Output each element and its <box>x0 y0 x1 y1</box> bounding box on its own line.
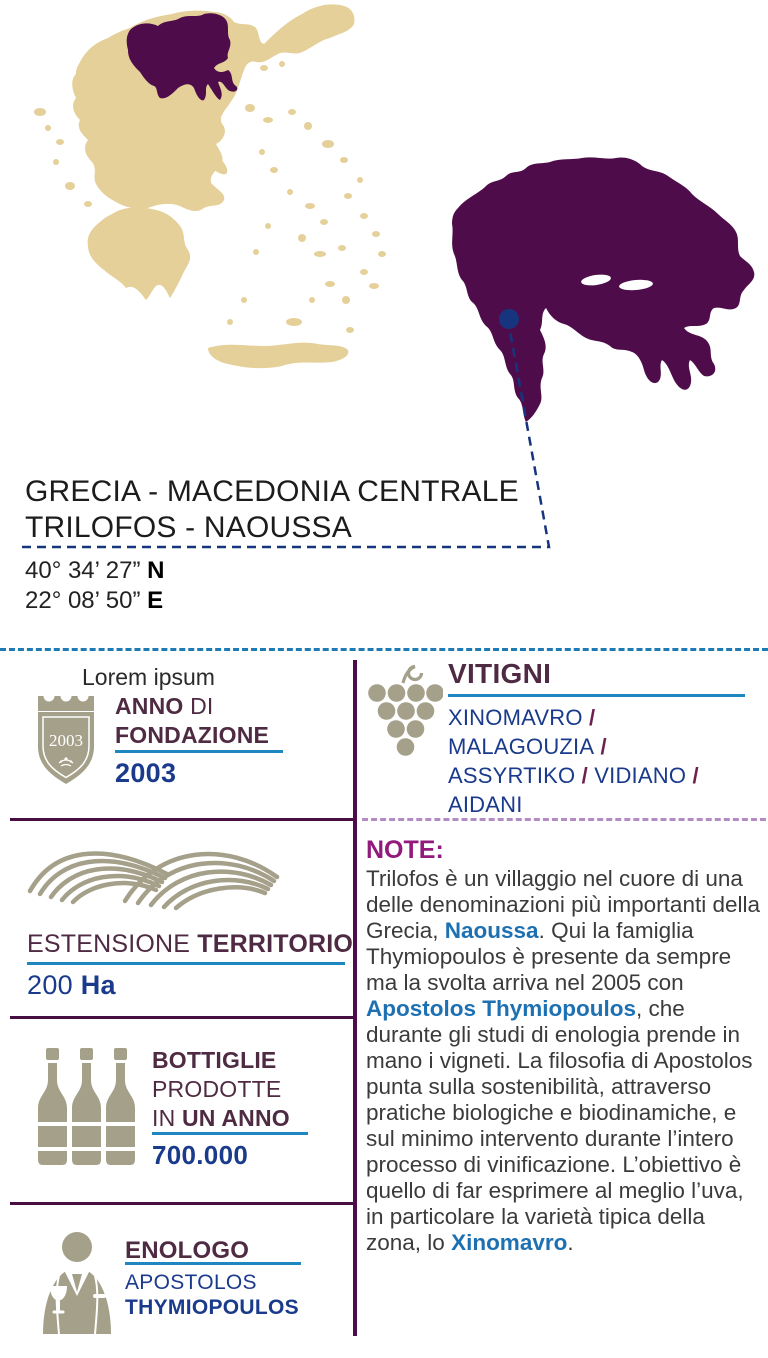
section-separator-1 <box>10 818 353 821</box>
enologist-underline <box>125 1262 301 1265</box>
variety-name: VIDIANO <box>594 763 687 788</box>
variety-name: MALAGOUZIA <box>448 734 595 759</box>
region-title: GRECIA - MACEDONIA CENTRALE TRILOFOS - N… <box>25 474 519 546</box>
territory-label-bold: TERRITORIO <box>197 930 354 958</box>
note-highlight: Apostolos Thymiopoulos <box>366 996 636 1021</box>
section-separator-2 <box>10 1016 353 1019</box>
enologist-first-name: APOSTOLOS <box>125 1271 257 1294</box>
wine-bottles-icon <box>35 1048 138 1165</box>
note-text: . <box>567 1230 574 1255</box>
bottles-underline <box>152 1132 308 1135</box>
latitude-value: 40° 34’ 27” <box>25 557 141 584</box>
variety-line: ASSYRTIKO / VIDIANO / <box>448 761 758 790</box>
location-dot <box>499 309 519 329</box>
founding-value: 2003 <box>115 758 177 788</box>
section-separator-3 <box>10 1202 353 1205</box>
variety-line: AIDANI <box>448 790 758 819</box>
longitude-value: 22° 08’ 50” <box>25 587 141 614</box>
bottles-value: 700.000 <box>152 1140 249 1170</box>
enologist-icon <box>43 1232 111 1334</box>
lakes <box>581 274 653 291</box>
caption-lorem: Lorem ipsum <box>82 664 215 690</box>
variety-line: MALAGOUZIA / <box>448 732 758 761</box>
territory-value-number: 200 <box>27 970 81 1000</box>
bottles-label-line1: BOTTIGLIE <box>152 1047 277 1073</box>
greece-map <box>34 4 386 369</box>
enologist-label-text: ENOLOGO <box>125 1237 250 1264</box>
vitigni-title: VITIGNI <box>448 658 552 689</box>
peloponnese <box>87 207 191 300</box>
latitude-line: 40° 34’ 27” N <box>25 556 164 586</box>
variety-separator: / <box>582 705 596 730</box>
vineyard-hills-icon <box>27 851 280 911</box>
founding-label-di: DI <box>183 693 214 719</box>
note-text: Trilofos è un villaggio nel cuore di una… <box>366 866 760 943</box>
variety-separator: / <box>686 763 699 788</box>
header-divider-dashed <box>0 648 768 651</box>
region-title-line2: TRILOFOS - NAOUSSA <box>25 511 352 544</box>
note-highlight: Xinomavro <box>451 1230 568 1255</box>
grape-bunch-icon <box>368 664 443 756</box>
founding-label-fondazione: FONDAZIONE <box>115 722 270 748</box>
territory-value: 200 Ha <box>27 970 116 1001</box>
note-text: . Qui la famiglia Thymiopoulos è present… <box>366 918 732 995</box>
variety-separator: / <box>594 734 607 759</box>
territory-label: ESTENSIONE TERRITORIO <box>27 930 353 959</box>
variety-line: XINOMAVRO / <box>448 703 758 732</box>
region-title-line1: GRECIA - MACEDONIA CENTRALE <box>25 475 519 508</box>
note-highlight: Naoussa <box>444 918 539 943</box>
founding-label-anno: ANNO <box>115 693 184 719</box>
bottles-label-line2: PRODOTTE <box>152 1076 282 1102</box>
variety-separator: / <box>575 763 595 788</box>
note-text: , che durante gli studi di enologia pren… <box>366 996 753 1255</box>
bottles-label: BOTTIGLIE PRODOTTE IN UN ANNO <box>152 1046 290 1133</box>
variety-name: ASSYRTIKO <box>448 763 576 788</box>
longitude-direction: E <box>147 587 164 614</box>
enologist-last-name: THYMIOPOULOS <box>125 1296 299 1319</box>
aegean-islands <box>34 61 386 333</box>
vitigni-note-divider <box>362 818 766 821</box>
founding-underline <box>115 750 283 753</box>
bottles-label-line3-bold: UN ANNO <box>182 1105 290 1131</box>
wine-glass-glyph <box>50 1286 67 1301</box>
macedonia-region-map <box>452 157 755 422</box>
bottles-label-line3-regular: IN <box>152 1105 182 1131</box>
enologist-label: ENOLOGO <box>125 1236 249 1265</box>
founding-shield-icon: 2003 <box>38 690 94 784</box>
evia-island <box>176 129 228 175</box>
column-divider <box>353 660 357 1336</box>
vitigni-underline <box>448 694 745 697</box>
variety-name: AIDANI <box>448 792 523 817</box>
note-title: NOTE: <box>366 836 444 864</box>
founding-label: ANNO DI FONDAZIONE <box>115 692 269 750</box>
shield-year-text: 2003 <box>49 731 83 750</box>
macedonia-region-shape <box>452 157 755 422</box>
territory-underline <box>27 962 345 965</box>
coordinates: 40° 34’ 27” N 22° 08’ 50” E <box>25 556 164 616</box>
territory-label-regular: ESTENSIONE <box>27 930 198 958</box>
crete-island <box>208 342 349 369</box>
varieties-text: XINOMAVRO / MALAGOUZIA / ASSYRTIKO / VID… <box>448 703 758 819</box>
longitude-line: 22° 08’ 50” E <box>25 586 164 616</box>
note-body: Trilofos è un villaggio nel cuore di una… <box>366 866 766 1256</box>
central-macedonia-highlight <box>126 13 238 101</box>
latitude-direction: N <box>147 557 165 584</box>
territory-value-unit: Ha <box>80 970 116 1000</box>
variety-name: XINOMAVRO <box>448 705 583 730</box>
